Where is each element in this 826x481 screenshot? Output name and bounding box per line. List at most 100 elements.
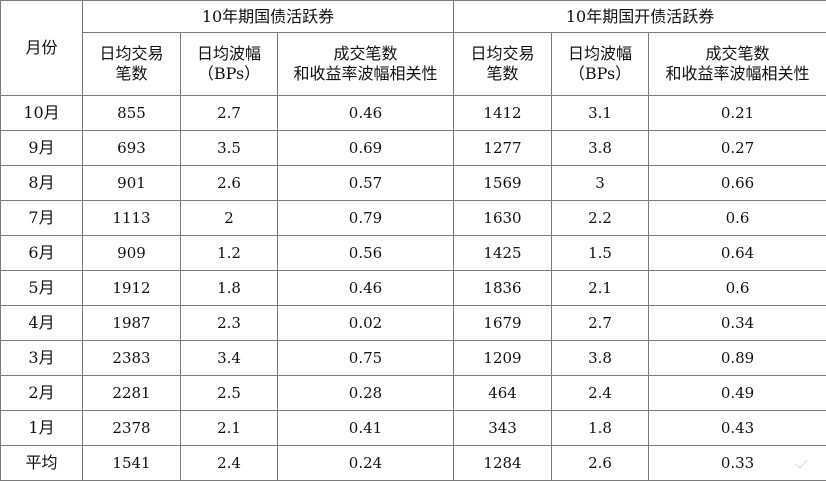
col-header-line: 日均波幅 bbox=[568, 44, 633, 63]
cdb-corr-cell: 0.89 bbox=[648, 340, 826, 376]
col-header-cdb-range: 日均波幅 （BPs） bbox=[551, 32, 650, 96]
watermark-mark-icon bbox=[794, 459, 808, 469]
treasury-trades-cell: 1912 bbox=[82, 270, 181, 306]
treasury-trades-cell: 693 bbox=[82, 130, 181, 166]
row-month: 8月 bbox=[0, 165, 83, 201]
cdb-range-cell: 2.6 bbox=[551, 445, 650, 481]
col-header-line: 日均交易 bbox=[99, 44, 164, 63]
cdb-range-cell: 2.7 bbox=[551, 305, 650, 341]
treasury-trades-cell: 2281 bbox=[82, 375, 181, 411]
cdb-range-cell: 1.8 bbox=[551, 410, 650, 446]
cdb-range-cell: 3 bbox=[551, 165, 650, 201]
treasury-range-cell: 3.4 bbox=[180, 340, 278, 376]
col-header-line: （BPs） bbox=[197, 64, 261, 83]
table-row: 6月 909 1.2 0.56 1425 1.5 0.64 bbox=[0, 235, 826, 271]
cdb-range-cell: 3.8 bbox=[551, 340, 650, 376]
treasury-corr-cell: 0.56 bbox=[276, 235, 455, 271]
treasury-range-cell: 3.5 bbox=[180, 130, 278, 166]
cdb-corr-cell: 0.33 bbox=[648, 445, 826, 481]
treasury-corr-cell: 0.24 bbox=[276, 445, 455, 481]
row-month: 10月 bbox=[0, 95, 83, 131]
row-month: 6月 bbox=[0, 235, 83, 271]
treasury-range-cell: 2.7 bbox=[180, 95, 278, 131]
cdb-range-cell: 1.5 bbox=[551, 235, 650, 271]
row-month: 1月 bbox=[0, 410, 83, 446]
table-row: 平均 1541 2.4 0.24 1284 2.6 0.33 bbox=[0, 445, 826, 481]
row-month: 5月 bbox=[0, 270, 83, 306]
cdb-range-cell: 2.4 bbox=[551, 375, 650, 411]
treasury-corr-cell: 0.02 bbox=[276, 305, 455, 341]
cdb-trades-cell: 1277 bbox=[453, 130, 553, 166]
col-header-cdb-trades: 日均交易 笔数 bbox=[453, 32, 553, 96]
cdb-corr-cell: 0.66 bbox=[648, 165, 826, 201]
table-row: 8月 901 2.6 0.57 1569 3 0.66 bbox=[0, 165, 826, 201]
group-header-treasury: 10年期国债活跃券 bbox=[81, 0, 455, 33]
cdb-trades-cell: 1425 bbox=[453, 235, 553, 271]
treasury-corr-cell: 0.75 bbox=[276, 340, 455, 376]
cdb-corr-cell: 0.34 bbox=[648, 305, 826, 341]
cdb-trades-cell: 1209 bbox=[453, 340, 553, 376]
col-header-treasury-corr: 成交笔数 和收益率波幅相关性 bbox=[276, 32, 455, 96]
treasury-range-cell: 1.2 bbox=[180, 235, 278, 271]
col-header-treasury-trades: 日均交易 笔数 bbox=[82, 32, 181, 96]
row-month: 9月 bbox=[0, 130, 83, 166]
table-row: 7月 1113 2 0.79 1630 2.2 0.6 bbox=[0, 200, 826, 236]
treasury-trades-cell: 2383 bbox=[82, 340, 181, 376]
cdb-corr-cell: 0.6 bbox=[648, 270, 826, 306]
col-header-line: 和收益率波幅相关性 bbox=[665, 64, 810, 83]
table-body: 10月 855 2.7 0.46 1412 3.1 0.21 9月 693 3.5 0.69 1277… bbox=[0, 95, 826, 481]
table-row: 4月 1987 2.3 0.02 1679 2.7 0.34 bbox=[0, 305, 826, 341]
col-header-line: 成交笔数 bbox=[705, 44, 770, 63]
treasury-corr-cell: 0.46 bbox=[276, 270, 455, 306]
row-month: 平均 bbox=[0, 445, 83, 481]
cdb-trades-cell: 464 bbox=[453, 375, 553, 411]
treasury-corr-cell: 0.79 bbox=[276, 200, 455, 236]
cdb-corr-cell: 0.21 bbox=[648, 95, 826, 131]
month-header: 月份 bbox=[0, 0, 83, 96]
cdb-trades-cell: 1569 bbox=[453, 165, 553, 201]
treasury-range-cell: 2 bbox=[180, 200, 278, 236]
row-month: 7月 bbox=[0, 200, 83, 236]
treasury-trades-cell: 901 bbox=[82, 165, 181, 201]
cdb-corr-cell: 0.49 bbox=[648, 375, 826, 411]
treasury-corr-cell: 0.46 bbox=[276, 95, 455, 131]
row-month: 3月 bbox=[0, 340, 83, 376]
col-header-line: 日均交易 bbox=[470, 44, 535, 63]
cdb-corr-cell: 0.43 bbox=[648, 410, 826, 446]
col-header-line: 成交笔数 bbox=[333, 44, 398, 63]
table-row: 5月 1912 1.8 0.46 1836 2.1 0.6 bbox=[0, 270, 826, 306]
table-row: 2月 2281 2.5 0.28 464 2.4 0.49 bbox=[0, 375, 826, 411]
table-row: 10月 855 2.7 0.46 1412 3.1 0.21 bbox=[0, 95, 826, 131]
treasury-corr-cell: 0.57 bbox=[276, 165, 455, 201]
col-header-line: 笔数 bbox=[115, 64, 148, 83]
cdb-range-cell: 2.1 bbox=[551, 270, 650, 306]
cdb-corr-cell: 0.27 bbox=[648, 130, 826, 166]
treasury-range-cell: 2.6 bbox=[180, 165, 278, 201]
table-row: 1月 2378 2.1 0.41 343 1.8 0.43 bbox=[0, 410, 826, 446]
cdb-trades-cell: 1284 bbox=[453, 445, 553, 481]
col-header-line: 笔数 bbox=[486, 64, 519, 83]
treasury-corr-cell: 0.41 bbox=[276, 410, 455, 446]
treasury-range-cell: 2.4 bbox=[180, 445, 278, 481]
col-header-line: 日均波幅 bbox=[196, 44, 261, 63]
treasury-trades-cell: 1113 bbox=[82, 200, 181, 236]
treasury-corr-cell: 0.69 bbox=[276, 130, 455, 166]
cdb-range-cell: 2.2 bbox=[551, 200, 650, 236]
treasury-trades-cell: 1541 bbox=[82, 445, 181, 481]
col-header-line: 和收益率波幅相关性 bbox=[293, 64, 438, 83]
treasury-trades-cell: 1987 bbox=[82, 305, 181, 341]
col-header-line: （BPs） bbox=[568, 64, 632, 83]
treasury-range-cell: 2.3 bbox=[180, 305, 278, 341]
cdb-trades-cell: 1630 bbox=[453, 200, 553, 236]
row-month: 2月 bbox=[0, 375, 83, 411]
cdb-trades-cell: 1412 bbox=[453, 95, 553, 131]
table-row: 3月 2383 3.4 0.75 1209 3.8 0.89 bbox=[0, 340, 826, 376]
treasury-trades-cell: 909 bbox=[82, 235, 181, 271]
treasury-trades-cell: 2378 bbox=[82, 410, 181, 446]
cdb-trades-cell: 1836 bbox=[453, 270, 553, 306]
group-header-cdb: 10年期国开债活跃券 bbox=[453, 0, 826, 33]
cdb-range-cell: 3.1 bbox=[551, 95, 650, 131]
table-row: 9月 693 3.5 0.69 1277 3.8 0.27 bbox=[0, 130, 826, 166]
cdb-trades-cell: 343 bbox=[453, 410, 553, 446]
